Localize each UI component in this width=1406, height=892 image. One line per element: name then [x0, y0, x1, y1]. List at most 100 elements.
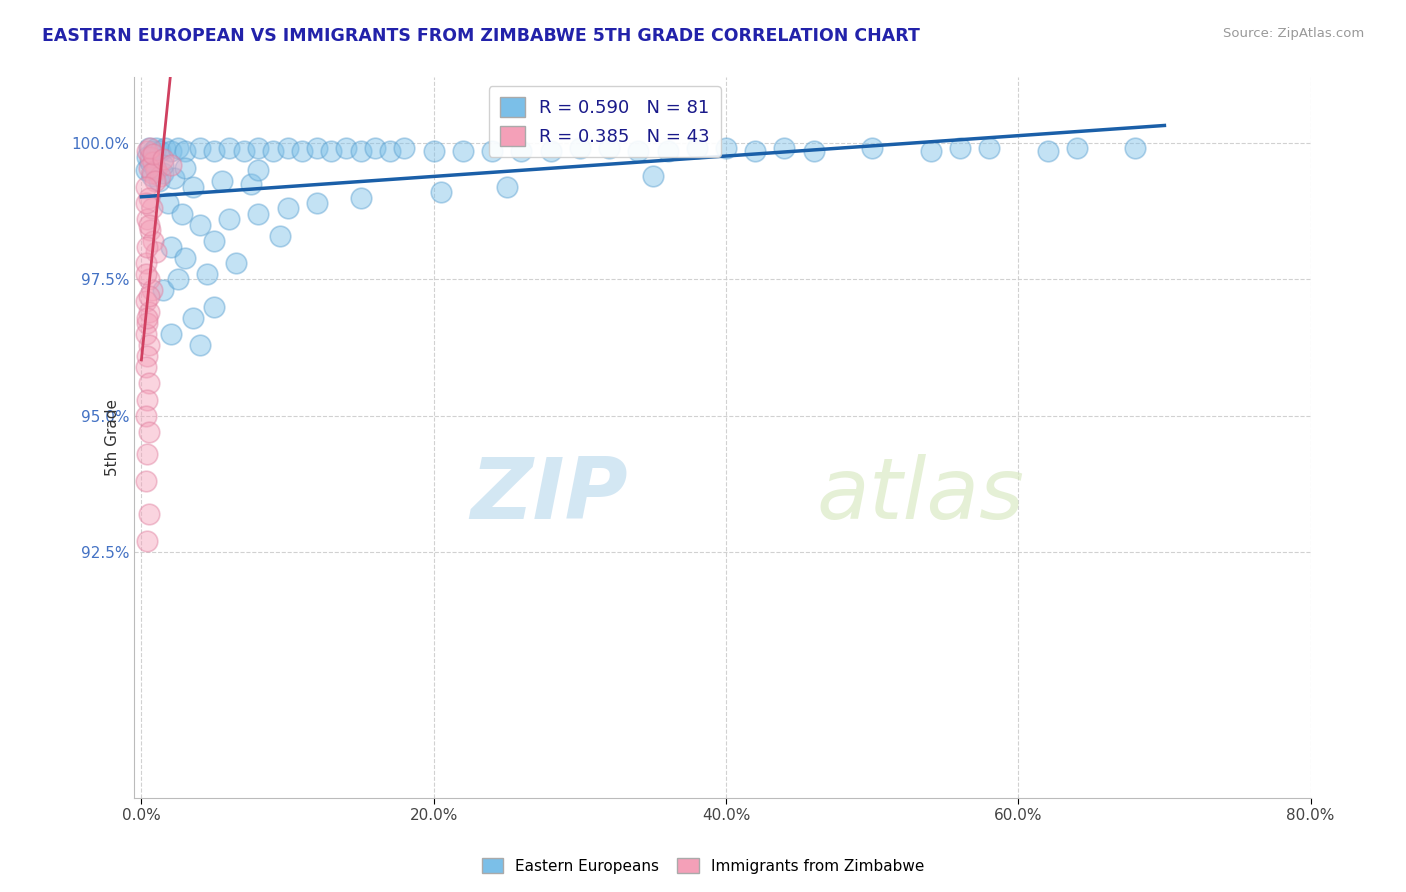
Point [188, 141, 211, 155]
Point [364, 141, 387, 155]
Legend: Eastern Europeans, Immigrants from Zimbabwe: Eastern Europeans, Immigrants from Zimba… [475, 852, 931, 880]
Point [143, 161, 166, 175]
Point [510, 144, 533, 158]
Point [188, 218, 211, 232]
Point [977, 141, 1000, 155]
Point [277, 141, 299, 155]
Point [152, 166, 174, 180]
Point [136, 447, 159, 461]
Point [204, 234, 226, 248]
Point [141, 169, 163, 183]
Text: atlas: atlas [817, 454, 1025, 537]
Point [181, 179, 204, 194]
Point [225, 256, 247, 270]
Point [138, 190, 160, 204]
Point [598, 141, 620, 155]
Point [167, 272, 190, 286]
Point [145, 163, 167, 178]
Point [305, 141, 328, 155]
Point [136, 212, 159, 227]
Point [949, 141, 972, 155]
Point [172, 207, 194, 221]
Point [714, 141, 737, 155]
Point [262, 144, 284, 158]
Point [139, 223, 162, 237]
Text: EASTERN EUROPEAN VS IMMIGRANTS FROM ZIMBABWE 5TH GRADE CORRELATION CHART: EASTERN EUROPEAN VS IMMIGRANTS FROM ZIMB… [42, 27, 920, 45]
Point [1036, 144, 1059, 158]
Point [152, 158, 174, 172]
Point [277, 202, 299, 216]
Point [139, 155, 162, 169]
Point [349, 190, 371, 204]
Point [773, 141, 796, 155]
Point [803, 144, 825, 158]
Text: Source: ZipAtlas.com: Source: ZipAtlas.com [1223, 27, 1364, 40]
Point [138, 376, 160, 391]
Point [139, 141, 162, 155]
Point [136, 534, 159, 549]
Point [152, 284, 174, 298]
Point [152, 153, 174, 167]
Point [188, 338, 211, 352]
Point [686, 141, 709, 155]
Point [136, 392, 159, 407]
Point [240, 177, 263, 191]
Point [135, 256, 157, 270]
Point [136, 150, 159, 164]
Point [142, 155, 165, 169]
Point [1066, 141, 1088, 155]
Point [138, 305, 160, 319]
Point [481, 144, 503, 158]
Point [141, 166, 163, 180]
Point [860, 141, 883, 155]
Point [174, 161, 197, 175]
Point [305, 196, 328, 211]
Text: ZIP: ZIP [471, 454, 628, 537]
Point [149, 169, 172, 183]
Point [138, 272, 160, 286]
Point [349, 144, 371, 158]
Point [136, 349, 159, 363]
Point [139, 150, 162, 164]
Point [174, 144, 197, 158]
Point [142, 144, 165, 158]
Point [195, 267, 218, 281]
Point [136, 310, 159, 325]
Point [568, 141, 591, 155]
Point [141, 202, 163, 216]
Point [159, 158, 181, 172]
Point [138, 218, 160, 232]
Point [744, 144, 766, 158]
Point [135, 409, 157, 423]
Point [920, 144, 942, 158]
Point [627, 144, 650, 158]
Point [495, 179, 517, 194]
Point [657, 144, 679, 158]
Point [143, 174, 166, 188]
Point [232, 144, 254, 158]
Point [204, 300, 226, 314]
Point [145, 141, 167, 155]
Point [135, 294, 157, 309]
Point [451, 144, 474, 158]
Point [135, 359, 157, 374]
Point [540, 144, 562, 158]
Point [136, 240, 159, 254]
Point [135, 163, 157, 178]
Point [204, 144, 226, 158]
Point [247, 207, 270, 221]
Point [138, 425, 160, 440]
Point [218, 212, 240, 227]
Point [1123, 141, 1146, 155]
Point [211, 174, 233, 188]
Point [141, 284, 163, 298]
Point [138, 161, 160, 175]
Point [181, 310, 204, 325]
Point [247, 141, 270, 155]
Point [159, 326, 181, 341]
Point [153, 141, 176, 155]
Y-axis label: 5th Grade: 5th Grade [105, 400, 120, 476]
Point [149, 144, 172, 158]
Point [138, 289, 160, 303]
Point [422, 144, 444, 158]
